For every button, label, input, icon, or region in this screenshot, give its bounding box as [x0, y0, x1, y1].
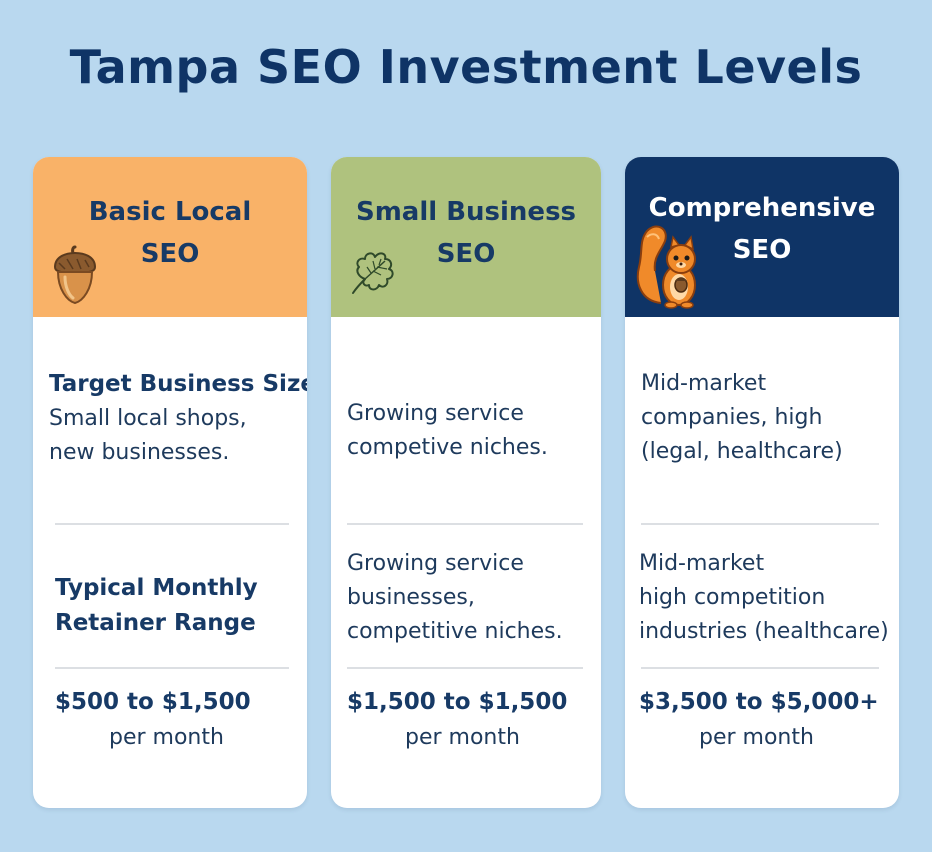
- description-line: businesses,: [347, 585, 475, 610]
- tier-title: Basic Local SEO: [53, 191, 287, 275]
- description-line: new businesses.: [49, 440, 230, 465]
- divider: [641, 667, 879, 669]
- description-line: Mid-market: [639, 551, 765, 576]
- description-line: companies, high: [641, 405, 823, 430]
- tier-title-line: SEO: [140, 239, 200, 269]
- description-line: high competition: [639, 585, 826, 610]
- label-target-business-size: Target Business Size: [49, 371, 307, 397]
- tier-title: Comprehensive SEO: [635, 187, 889, 271]
- price-period: per month: [109, 725, 224, 750]
- tier-title-line: Comprehensive: [648, 193, 876, 223]
- tier-title-line: Basic Local: [88, 197, 252, 227]
- price-period: per month: [699, 725, 814, 750]
- tier-title-line: SEO: [732, 235, 792, 265]
- description-line: competive niches.: [347, 435, 548, 460]
- squirrel-icon: [635, 223, 701, 311]
- business-size-description: Small local shops, new businesses.: [49, 402, 299, 470]
- description-line: Growing service: [347, 551, 524, 576]
- label-retainer-range: Typical Monthly Retainer Range: [55, 571, 295, 641]
- divider: [347, 667, 583, 669]
- price-range: $1,500 to $1,500: [347, 689, 568, 715]
- retainer-description: Growing service businesses, competitive …: [347, 547, 587, 649]
- price-range: $3,500 to $5,000+: [639, 689, 879, 715]
- tier-title: Small Business SEO: [331, 191, 601, 275]
- price-range: $500 to $1,500: [55, 689, 251, 715]
- tier-header: Comprehensive SEO: [625, 157, 899, 317]
- tier-card-basic-local: Basic Local SEO Target Business Size Sma…: [33, 157, 307, 808]
- business-size-description: Growing service competive niches.: [347, 397, 587, 465]
- acorn-icon: [51, 245, 99, 305]
- description-line: competitive niches.: [347, 619, 563, 644]
- description-line: Mid-market: [641, 371, 767, 396]
- page-title: Tampa SEO Investment Levels: [69, 40, 863, 94]
- description-line: industries (healthcare): [639, 619, 889, 644]
- tier-header: Basic Local SEO: [33, 157, 307, 317]
- retainer-description: Mid-market high competition industries (…: [639, 547, 895, 649]
- label-line: Retainer Range: [55, 610, 256, 636]
- divider: [641, 523, 879, 525]
- description-line: Small local shops,: [49, 406, 247, 431]
- divider: [55, 667, 289, 669]
- description-line: Growing service: [347, 401, 524, 426]
- tier-title-line: Small Business: [355, 197, 577, 227]
- divider: [55, 523, 289, 525]
- tier-card-comprehensive: Comprehensive SEO Mi: [625, 157, 899, 808]
- oak-leaf-icon: [345, 247, 403, 299]
- tier-header: Small Business SEO: [331, 157, 601, 317]
- business-size-description: Mid-market companies, high (legal, healt…: [641, 367, 891, 469]
- tier-card-small-business: Small Business SEO Growing service compe…: [331, 157, 601, 808]
- tier-title-line: SEO: [436, 239, 496, 269]
- price-period: per month: [405, 725, 520, 750]
- description-line: (legal, healthcare): [641, 439, 843, 464]
- label-line: Typical Monthly: [55, 575, 258, 601]
- divider: [347, 523, 583, 525]
